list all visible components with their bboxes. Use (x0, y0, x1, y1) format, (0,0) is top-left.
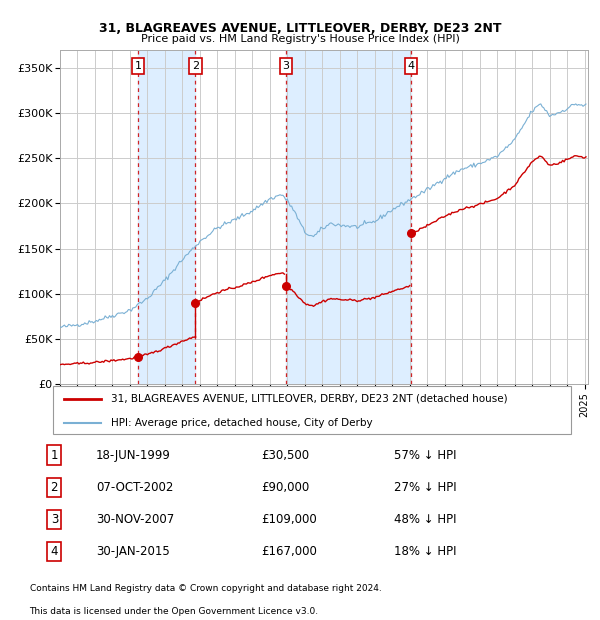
Text: 30-JAN-2015: 30-JAN-2015 (96, 545, 170, 558)
Text: £30,500: £30,500 (262, 449, 310, 462)
Text: 1: 1 (134, 61, 142, 71)
Text: 1: 1 (50, 449, 58, 462)
FancyBboxPatch shape (53, 386, 571, 435)
Text: 31, BLAGREAVES AVENUE, LITTLEOVER, DERBY, DE23 2NT: 31, BLAGREAVES AVENUE, LITTLEOVER, DERBY… (99, 22, 501, 35)
Text: Price paid vs. HM Land Registry's House Price Index (HPI): Price paid vs. HM Land Registry's House … (140, 34, 460, 44)
Text: 18-JUN-1999: 18-JUN-1999 (96, 449, 170, 462)
Text: 07-OCT-2002: 07-OCT-2002 (96, 481, 173, 494)
Text: This data is licensed under the Open Government Licence v3.0.: This data is licensed under the Open Gov… (29, 608, 319, 616)
Text: £167,000: £167,000 (262, 545, 317, 558)
Text: 4: 4 (50, 545, 58, 558)
Text: 3: 3 (50, 513, 58, 526)
Bar (138, 50, 196, 384)
Text: £90,000: £90,000 (262, 481, 310, 494)
Text: 31, BLAGREAVES AVENUE, LITTLEOVER, DERBY, DE23 2NT (detached house): 31, BLAGREAVES AVENUE, LITTLEOVER, DERBY… (112, 394, 508, 404)
Text: 2: 2 (50, 481, 58, 494)
Text: Contains HM Land Registry data © Crown copyright and database right 2024.: Contains HM Land Registry data © Crown c… (29, 584, 381, 593)
Text: 48% ↓ HPI: 48% ↓ HPI (394, 513, 457, 526)
Text: 4: 4 (407, 61, 415, 71)
Text: 27% ↓ HPI: 27% ↓ HPI (394, 481, 457, 494)
Bar (286, 50, 411, 384)
Text: HPI: Average price, detached house, City of Derby: HPI: Average price, detached house, City… (112, 418, 373, 428)
Text: 18% ↓ HPI: 18% ↓ HPI (394, 545, 457, 558)
Text: 3: 3 (283, 61, 289, 71)
Text: 57% ↓ HPI: 57% ↓ HPI (394, 449, 457, 462)
Text: 2: 2 (192, 61, 199, 71)
Text: 30-NOV-2007: 30-NOV-2007 (96, 513, 174, 526)
Text: £109,000: £109,000 (262, 513, 317, 526)
